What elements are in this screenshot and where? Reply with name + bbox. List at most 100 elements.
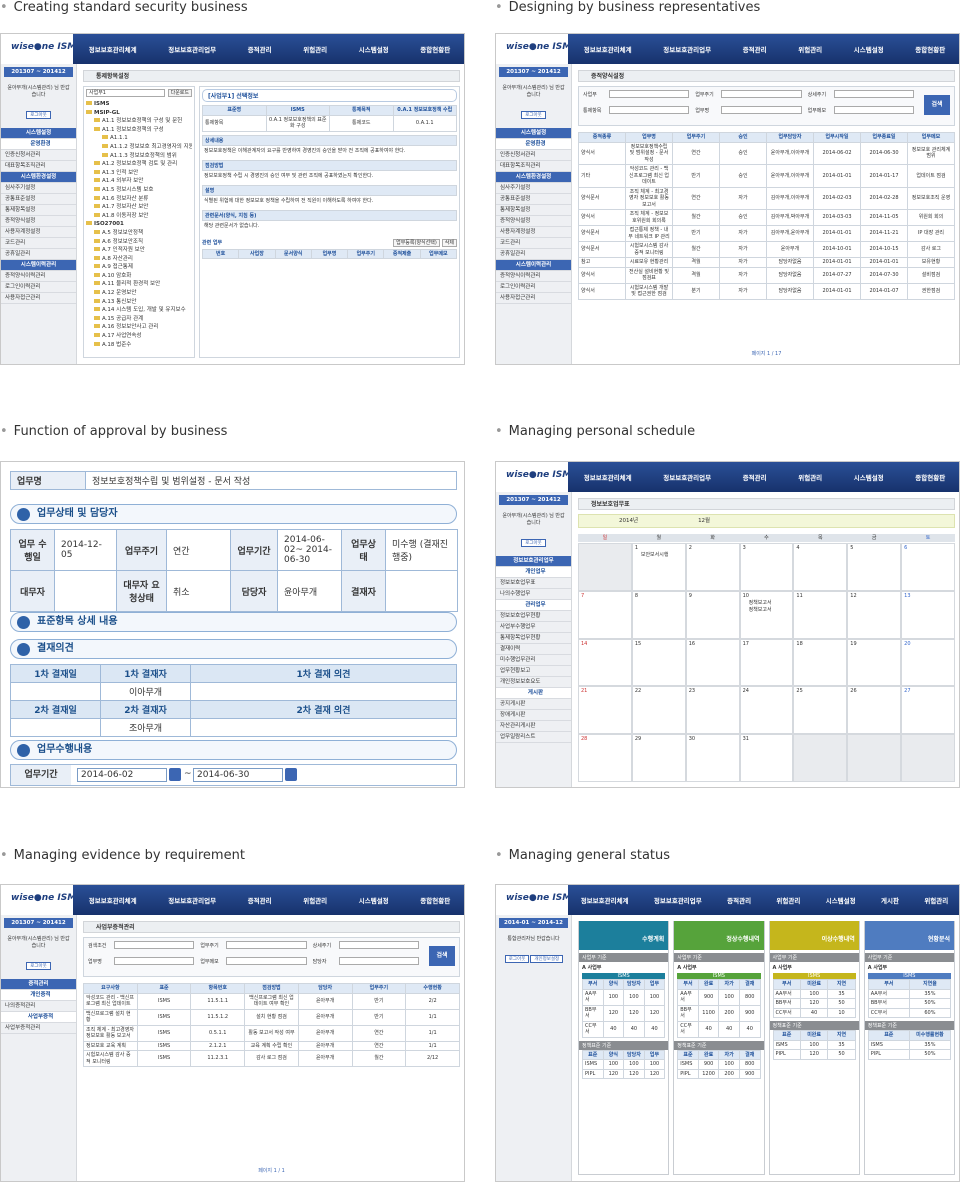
tree-label[interactable]: A.8 자산관리: [102, 255, 133, 262]
sidebar-item[interactable]: 증적양식설정: [496, 216, 571, 227]
profile-button[interactable]: 개인정보설정: [530, 955, 564, 963]
sidebar-item[interactable]: 개인정보보호요도: [496, 677, 571, 688]
tree-label[interactable]: A1.6 정보자산 분류: [102, 195, 149, 202]
sidebar-item[interactable]: 대표항목조직관리: [496, 161, 571, 172]
sidebar-item[interactable]: 통제항목설정: [1, 205, 76, 216]
download-button[interactable]: 다운로드: [167, 89, 192, 97]
tree-label[interactable]: A.18 법준수: [102, 341, 132, 348]
sidebar-item[interactable]: 개인증적: [1, 990, 76, 1001]
search-button[interactable]: 검색: [924, 95, 950, 115]
sidebar-item[interactable]: 업무일람리스트: [496, 732, 571, 743]
search-button[interactable]: 검색: [429, 946, 455, 966]
register-button[interactable]: 업무등록(양식선택): [393, 238, 440, 247]
tree-label[interactable]: A.15 공급자 관계: [102, 315, 144, 322]
logout-button[interactable]: 로그아웃: [521, 111, 546, 119]
sidebar-item[interactable]: 공통표준설정: [1, 194, 76, 205]
sidebar-item[interactable]: 장애게시판: [496, 710, 571, 721]
tree-label[interactable]: A1.2 정보보호정책 검토 및 관리: [102, 161, 178, 168]
sidebar-item[interactable]: 업무현황보고: [496, 666, 571, 677]
sidebar-item[interactable]: 운영환경: [1, 139, 76, 150]
sidebar-item[interactable]: 증적양식설정: [1, 216, 76, 227]
tree-label[interactable]: A.6 정보보안조직: [102, 238, 144, 245]
tree-label[interactable]: A1.8 이동저장 보안: [102, 212, 149, 219]
sidebar-item[interactable]: 공통표준설정: [496, 194, 571, 205]
tree-label[interactable]: A1.5 정보시스템 보호: [102, 186, 154, 193]
sidebar-item[interactable]: 코드관리: [1, 238, 76, 249]
tree-label[interactable]: A1.7 정보자산 보안: [102, 204, 149, 211]
filter-input: [338, 957, 419, 965]
logout-button[interactable]: 로그아웃: [504, 955, 530, 963]
sidebar-item[interactable]: 시스템이력관리: [1, 260, 76, 271]
tree-label[interactable]: A.17 사업연속성: [102, 333, 142, 340]
sidebar-item[interactable]: 운영환경: [496, 139, 571, 150]
tree-label[interactable]: A1.1.3 정보보호정책의 범위: [110, 152, 177, 159]
sidebar-item[interactable]: 로그인이력관리: [1, 282, 76, 293]
tree-label[interactable]: A.11 물리적 환경적 보안: [102, 281, 161, 288]
sidebar-item[interactable]: 사용자계정설정: [1, 227, 76, 238]
sidebar-item[interactable]: 자산관리게시판: [496, 721, 571, 732]
tree-label[interactable]: A.16 정보보안사고 관리: [102, 324, 159, 331]
event[interactable]: 정책보고서: [748, 606, 772, 613]
sidebar-item[interactable]: 코드관리: [496, 238, 571, 249]
sidebar-item[interactable]: 시스템설정: [496, 128, 571, 139]
sidebar-item[interactable]: 정보보호업무표: [496, 578, 571, 589]
delete-button[interactable]: 삭제: [441, 238, 457, 247]
calendar-icon[interactable]: [169, 768, 181, 781]
sidebar-item[interactable]: 미수행업무관리: [496, 655, 571, 666]
event[interactable]: 정책보고서: [748, 599, 772, 606]
tree-label[interactable]: A.13 통신보안: [102, 298, 137, 305]
sidebar-item[interactable]: 시스템설정: [1, 128, 76, 139]
sidebar-item[interactable]: 시스템환경설정: [1, 172, 76, 183]
sidebar-item[interactable]: 사업부증적관리: [1, 1023, 76, 1034]
sidebar-item[interactable]: 공휴일관리: [1, 249, 76, 260]
sidebar-item[interactable]: 증적양식이력관리: [496, 271, 571, 282]
sidebar-item[interactable]: 관리업무: [496, 600, 571, 611]
sidebar-item[interactable]: 시스템이력관리: [496, 260, 571, 271]
tree-label[interactable]: A1.4 외부자 보안: [102, 178, 144, 185]
event[interactable]: 보안보서시행: [640, 552, 669, 558]
sidebar-item[interactable]: 공휴일관리: [496, 249, 571, 260]
tree-label[interactable]: A1.1.1: [110, 135, 128, 142]
tree-label[interactable]: A.5 정보보안정책: [102, 229, 144, 236]
sidebar-item[interactable]: 개인업무: [496, 567, 571, 578]
logout-button[interactable]: 로그아웃: [521, 539, 546, 547]
tree-label[interactable]: ISMS: [94, 101, 110, 107]
sidebar-item[interactable]: 대표항목조직관리: [1, 161, 76, 172]
sidebar-item[interactable]: 게시판: [496, 688, 571, 699]
sidebar-item[interactable]: 사용자접근관리: [496, 293, 571, 304]
sidebar-item[interactable]: 시스템환경설정: [496, 172, 571, 183]
sidebar-item[interactable]: 심사주기설정: [1, 183, 76, 194]
tree-label[interactable]: A.12 운영보안: [102, 290, 137, 297]
sidebar-item[interactable]: 나의증적관리: [1, 1001, 76, 1012]
sidebar-item[interactable]: 사용자접근관리: [1, 293, 76, 304]
sidebar-item[interactable]: 공지게시판: [496, 699, 571, 710]
tree-label[interactable]: A1.1 정보보호정책의 구성: [102, 126, 164, 133]
tree-label[interactable]: A.9 접근통제: [102, 264, 133, 271]
logout-button[interactable]: 로그아웃: [26, 111, 51, 119]
tree-label[interactable]: A.7 인적자원 보안: [102, 247, 145, 254]
logout-button[interactable]: 로그아웃: [26, 962, 51, 970]
sidebar-item[interactable]: 사업부증적: [1, 1012, 76, 1023]
calendar-icon[interactable]: [285, 768, 297, 781]
tree-label[interactable]: ISO27001: [94, 221, 124, 228]
tree-label[interactable]: MSIP-GL: [94, 109, 120, 116]
sidebar-item[interactable]: 결재이력: [496, 644, 571, 655]
sidebar-item[interactable]: 로그인이력관리: [496, 282, 571, 293]
sidebar-item[interactable]: 나의수행업무: [496, 589, 571, 600]
sidebar-item[interactable]: 통제항목업무현황: [496, 633, 571, 644]
sidebar-item[interactable]: 심사주기설정: [496, 183, 571, 194]
sidebar-item[interactable]: 인증신청서관리: [1, 150, 76, 161]
sidebar-item[interactable]: 통제항목설정: [496, 205, 571, 216]
sidebar-item[interactable]: 정보보호업무현황: [496, 611, 571, 622]
tree-label[interactable]: A1.1 정보보호정책의 구성 및 문헌: [102, 118, 183, 125]
sidebar-item[interactable]: 사업부수행업무: [496, 622, 571, 633]
sidebar-item[interactable]: 정보보호관리업무: [496, 556, 571, 567]
tree-label[interactable]: A.14 시스템 도입, 개발 및 유지보수: [102, 307, 186, 314]
sidebar-item[interactable]: 인증신청서관리: [496, 150, 571, 161]
tree-label[interactable]: A1.3 인적 보안: [102, 169, 139, 176]
tree-label[interactable]: A1.1.2 정보보호 최고경영자의 지원: [110, 143, 192, 150]
sidebar-item[interactable]: 증적관리: [1, 979, 76, 990]
sidebar-item[interactable]: 사용자계정설정: [496, 227, 571, 238]
sidebar-item[interactable]: 증적양식이력관리: [1, 271, 76, 282]
tree-label[interactable]: A.10 암호화: [102, 272, 132, 279]
